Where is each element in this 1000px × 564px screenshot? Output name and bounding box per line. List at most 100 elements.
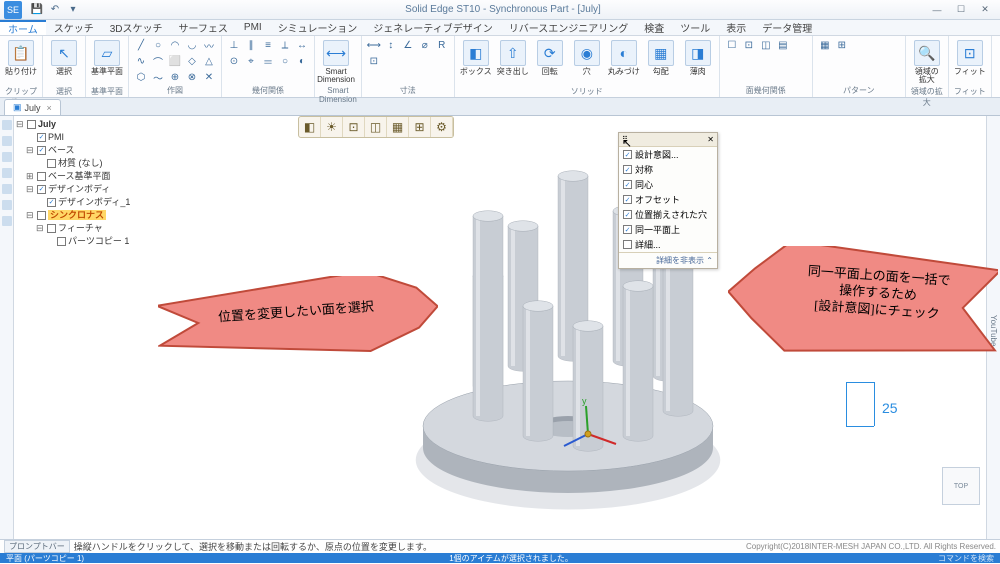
mini-toolbar-button[interactable]: ☀ [321, 117, 343, 137]
ribbon-tab[interactable]: スケッチ [46, 20, 102, 35]
live-rule-item[interactable]: ✓設計意図... [619, 147, 717, 162]
ribbon-small-button[interactable]: ◡ [184, 38, 200, 53]
ribbon-small-button[interactable]: ⬡ [133, 70, 149, 85]
3d-viewport[interactable]: y ◧☀⊡◫▦⊞⚙ ↖ ⣿ ✕ ✓設計意図...✓対称✓同心✓オフセット✓位置揃… [28, 116, 1000, 545]
ribbon-small-button[interactable]: ⊙ [226, 54, 242, 69]
ribbon-small-button[interactable]: ◇ [184, 54, 200, 69]
live-rules-panel[interactable]: ⣿ ✕ ✓設計意図...✓対称✓同心✓オフセット✓位置揃えされた穴✓同一平面上詳… [618, 132, 718, 269]
document-tab[interactable]: ▣ July × [4, 99, 61, 115]
tree-item[interactable]: ⊟✓ベース [16, 144, 152, 157]
checkbox[interactable]: ✓ [623, 195, 632, 204]
ribbon-small-button[interactable]: ⌀ [417, 38, 433, 53]
mini-toolbar-button[interactable]: ◧ [299, 117, 321, 137]
tree-checkbox[interactable] [47, 224, 56, 233]
minimize-button[interactable]: — [926, 3, 948, 17]
ribbon-tab[interactable]: 3Dスケッチ [102, 20, 171, 35]
ribbon-small-button[interactable]: ↕ [383, 38, 399, 53]
mini-toolbar-button[interactable]: ⊞ [409, 117, 431, 137]
pathfinder-tree[interactable]: ⊟July✓PMI⊟✓ベース材質 (なし)⊞ベース基準平面⊟✓デザインボディ✓デ… [14, 116, 154, 250]
ribbon-small-button[interactable]: ≡ [260, 38, 276, 53]
ribbon-small-button[interactable]: ▦ [817, 38, 833, 53]
tree-expander-icon[interactable]: ⊟ [26, 183, 35, 196]
ribbon-small-button[interactable]: ▼ [996, 54, 1000, 69]
leftbar-icon[interactable] [2, 168, 12, 178]
ribbon-small-button[interactable]: ⊗ [184, 70, 200, 85]
ribbon-tab[interactable]: PMI [236, 20, 270, 35]
checkbox[interactable]: ✓ [623, 180, 632, 189]
ribbon-small-button[interactable]: ▤ [775, 38, 791, 53]
ribbon-small-button[interactable]: R [434, 38, 450, 53]
tree-checkbox[interactable]: ✓ [47, 198, 56, 207]
quick-access-toolbar[interactable]: 💾 ↶ ▾ [30, 3, 80, 17]
ribbon-small-button[interactable]: ◐ [294, 54, 310, 69]
ribbon[interactable]: 📋貼り付けクリップボード↖選択選択▱基準平面基準平面╱○◠◡〰∿⌒⬜◇△⬡〜⊕⊗… [0, 36, 1000, 98]
tree-checkbox[interactable]: ✓ [37, 146, 46, 155]
document-tab-strip[interactable]: ▣ July × [0, 98, 1000, 116]
live-rule-item[interactable]: ✓同一平面上 [619, 222, 717, 237]
tree-checkbox[interactable] [57, 237, 66, 246]
leftbar-icon[interactable] [2, 152, 12, 162]
view-mini-toolbar[interactable]: ◧☀⊡◫▦⊞⚙ [298, 116, 454, 138]
left-tool-strip[interactable] [0, 116, 14, 545]
tree-expander-icon[interactable]: ⊞ [26, 170, 35, 183]
tree-item[interactable]: 材質 (なし) [16, 157, 152, 170]
live-rule-item[interactable]: ✓対称 [619, 162, 717, 177]
ribbon-tab[interactable]: リバースエンジニアリング [501, 20, 637, 35]
leftbar-icon[interactable] [2, 136, 12, 146]
checkbox[interactable]: ✓ [623, 150, 632, 159]
ribbon-tabs[interactable]: ホームスケッチ3DスケッチサーフェスPMIシミュレーションジェネレーティブデザイ… [0, 20, 1000, 36]
ribbon-small-button[interactable]: △ [201, 54, 217, 69]
qat-more-icon[interactable]: ▾ [66, 3, 80, 17]
ribbon-small-button[interactable]: ○ [150, 38, 166, 53]
ribbon-small-button[interactable]: ✕ [201, 70, 217, 85]
ribbon-small-button[interactable]: ∥ [243, 38, 259, 53]
close-button[interactable]: ✕ [974, 3, 996, 17]
mini-toolbar-button[interactable]: ◫ [365, 117, 387, 137]
ribbon-small-button[interactable]: ⊞ [834, 38, 850, 53]
ribbon-small-button[interactable]: ⊡ [741, 38, 757, 53]
ribbon-small-button[interactable]: 〰 [201, 38, 217, 53]
tree-checkbox[interactable] [47, 159, 56, 168]
tree-item[interactable]: ⊟July [16, 118, 152, 131]
tree-item[interactable]: ✓PMI [16, 131, 152, 144]
panel-footer-toggle[interactable]: 詳細を非表示 ⌃ [619, 252, 717, 268]
ribbon-button[interactable]: ⊡フィット [953, 38, 987, 86]
ribbon-tab[interactable]: 表示 [718, 20, 754, 35]
ribbon-small-button[interactable]: ⟷ [366, 38, 382, 53]
mini-toolbar-button[interactable]: ▦ [387, 117, 409, 137]
qat-undo-icon[interactable]: ↶ [48, 3, 62, 17]
ribbon-button[interactable]: ◧ボックス [459, 38, 493, 86]
panel-close-icon[interactable]: ✕ [707, 135, 714, 144]
ribbon-button[interactable]: ⇧突き出し [496, 38, 530, 86]
leftbar-icon[interactable] [2, 216, 12, 226]
ribbon-button[interactable]: ◉穴 [570, 38, 604, 86]
ribbon-small-button[interactable]: ◠ [167, 38, 183, 53]
panel-header[interactable]: ⣿ ✕ [619, 133, 717, 147]
ribbon-small-button[interactable]: ╱ [133, 38, 149, 53]
tree-expander-icon[interactable]: ⊟ [26, 209, 35, 222]
ribbon-small-button[interactable]: ⟂ [277, 38, 293, 53]
ribbon-small-button[interactable]: ∿ [133, 54, 149, 69]
ribbon-button[interactable]: ▱基準平面 [90, 38, 124, 86]
ribbon-small-button[interactable]: 〜 [150, 70, 166, 85]
checkbox[interactable] [623, 240, 632, 249]
tree-checkbox[interactable] [37, 172, 46, 181]
ribbon-small-button[interactable]: ↔ [294, 38, 310, 53]
ribbon-small-button[interactable]: ☐ [724, 38, 740, 53]
tree-expander-icon[interactable]: ⊟ [26, 144, 35, 157]
mini-toolbar-button[interactable]: ⊡ [343, 117, 365, 137]
ribbon-small-button[interactable]: ◧ [996, 38, 1000, 53]
tree-item[interactable]: ⊟✓デザインボディ [16, 183, 152, 196]
view-cube[interactable]: TOP [942, 467, 980, 505]
tree-expander-icon[interactable]: ⊟ [36, 222, 45, 235]
ribbon-small-button[interactable]: ⊕ [167, 70, 183, 85]
ribbon-tab[interactable]: シミュレーション [270, 20, 366, 35]
tree-checkbox[interactable] [37, 211, 46, 220]
ribbon-tab[interactable]: サーフェス [171, 20, 236, 35]
ribbon-small-button[interactable]: ⌒ [150, 54, 166, 69]
ribbon-button[interactable]: ⟳回転 [533, 38, 567, 86]
checkbox[interactable]: ✓ [623, 210, 632, 219]
tree-item[interactable]: ⊟シンクロナス [16, 209, 152, 222]
ribbon-tab[interactable]: ジェネレーティブデザイン [365, 20, 500, 35]
tree-item[interactable]: ✓デザインボディ_1 [16, 196, 152, 209]
